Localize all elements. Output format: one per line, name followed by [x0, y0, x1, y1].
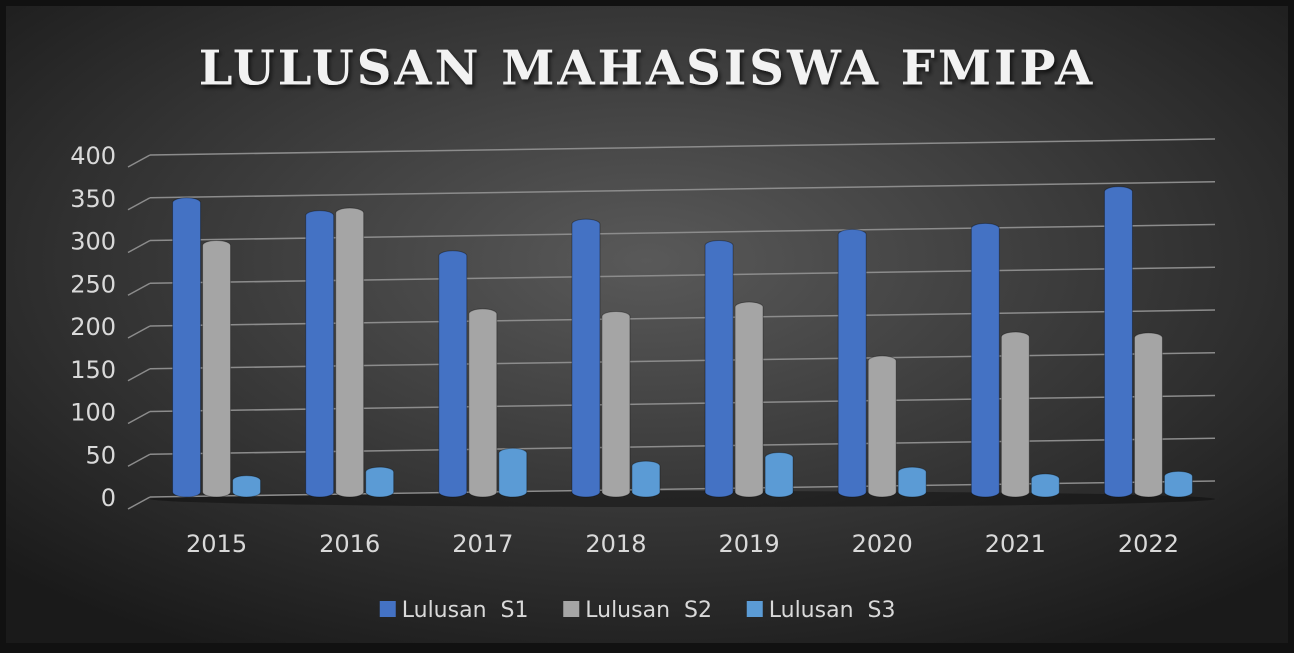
- y-tick-label: 400: [70, 142, 116, 170]
- grid-line: [127, 239, 151, 254]
- bar: [335, 207, 365, 498]
- y-tick-label: 0: [101, 484, 116, 512]
- bar: [764, 452, 794, 498]
- grid-line: [127, 197, 151, 211]
- bar: [1000, 331, 1030, 498]
- grid-line: [149, 181, 1216, 199]
- legend-swatch: [379, 601, 396, 617]
- bar: [1163, 470, 1193, 498]
- y-tick-label: 250: [70, 270, 116, 298]
- bar: [704, 240, 734, 498]
- grid-line: [127, 368, 151, 382]
- y-tick-label: 350: [70, 185, 116, 213]
- chart-title: LULUSAN MAHASISWA FMIPA: [199, 41, 1096, 97]
- bar: [468, 308, 498, 498]
- grid-line: [127, 154, 151, 168]
- floor: [150, 491, 1215, 507]
- bar: [631, 460, 661, 498]
- grid-line: [127, 453, 151, 467]
- y-tick-label: 300: [70, 228, 116, 256]
- grid-line: [127, 496, 151, 510]
- legend-swatch: [746, 601, 763, 617]
- legend-label: Lulusan S2: [585, 598, 712, 623]
- x-tick-label: 2020: [852, 530, 913, 558]
- bar: [1133, 332, 1163, 498]
- bar: [837, 228, 867, 498]
- x-tick-label: 2016: [319, 530, 380, 558]
- x-tick-label: 2021: [985, 530, 1046, 558]
- bar: [1030, 473, 1060, 498]
- x-tick-label: 2019: [719, 530, 780, 558]
- bar: [305, 210, 335, 498]
- y-tick-label: 50: [85, 441, 116, 469]
- bar: [601, 310, 631, 498]
- bar: [232, 475, 262, 498]
- grid-line: [127, 282, 151, 296]
- x-tick-label: 2015: [186, 530, 247, 558]
- y-tick-label: 100: [70, 399, 116, 427]
- grid-line: [127, 410, 151, 425]
- bar: [734, 301, 764, 498]
- x-tick-label: 2018: [585, 530, 646, 558]
- bar: [571, 218, 601, 498]
- bar: [498, 447, 528, 498]
- bar: [970, 222, 1000, 498]
- bar: [1103, 186, 1133, 498]
- bar: [365, 466, 395, 498]
- bar: [172, 197, 202, 498]
- x-tick-label: 2022: [1118, 530, 1179, 558]
- bar: [202, 240, 232, 498]
- grid-line: [127, 325, 151, 339]
- legend-swatch: [563, 601, 580, 617]
- x-tick-label: 2017: [452, 530, 513, 558]
- legend-label: Lulusan S3: [769, 598, 896, 623]
- y-tick-label: 200: [70, 313, 116, 341]
- bar: [438, 250, 468, 498]
- bar: [867, 355, 897, 498]
- legend-label: Lulusan S1: [402, 598, 529, 623]
- y-tick-label: 150: [70, 356, 116, 384]
- bar: [897, 466, 927, 498]
- grid-line: [149, 138, 1216, 156]
